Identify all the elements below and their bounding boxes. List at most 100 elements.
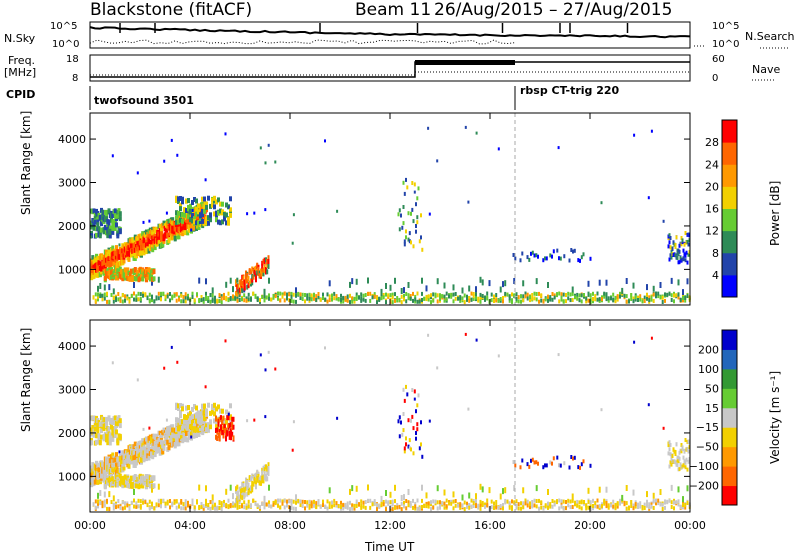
power-cell xyxy=(111,229,115,235)
velocity-cell xyxy=(228,423,231,429)
velocity-cell xyxy=(452,506,455,511)
nsky-line xyxy=(89,26,691,39)
velocity-cell xyxy=(112,495,115,502)
power-cell xyxy=(227,298,230,303)
velocity-cell xyxy=(549,502,552,507)
power-cell xyxy=(652,292,655,297)
velocity-cell xyxy=(108,432,112,438)
power-cell xyxy=(102,260,106,266)
velocity-cell xyxy=(100,434,103,440)
power-cell xyxy=(360,298,363,303)
power-cell xyxy=(193,298,196,303)
velocity-cell xyxy=(247,482,250,488)
velocity-colorbar-block xyxy=(722,368,737,389)
power-cell xyxy=(142,293,144,298)
power-cell xyxy=(173,293,176,298)
velocity-cell xyxy=(331,500,333,505)
power-cell xyxy=(459,298,462,303)
power-cell xyxy=(592,297,594,301)
power-colorbar-tick: 28 xyxy=(705,136,719,149)
velocity-cell xyxy=(461,503,464,508)
velocity-cell xyxy=(115,452,118,458)
power-cell xyxy=(340,297,342,302)
velocity-cell xyxy=(580,506,583,511)
velocity-cell xyxy=(421,454,424,459)
velocity-cell xyxy=(560,504,563,509)
velocity-cell xyxy=(596,504,599,509)
power-cell xyxy=(108,300,111,305)
power-cell xyxy=(331,293,333,298)
velocity-cell xyxy=(504,498,507,503)
power-cell xyxy=(614,295,617,300)
cpid-segment-1: twofsound 3501 xyxy=(94,94,194,107)
velocity-colorbar-tick: 200 xyxy=(698,343,719,356)
power-cell xyxy=(191,291,194,296)
velocity-cell xyxy=(405,436,407,441)
power-cell xyxy=(650,295,653,300)
power-cell xyxy=(553,295,556,300)
velocity-cell xyxy=(250,476,252,482)
velocity-cell xyxy=(466,504,468,509)
power-cell xyxy=(371,295,374,300)
power-cell xyxy=(153,245,157,251)
velocity-cell xyxy=(153,506,156,511)
power-cell xyxy=(236,298,239,303)
power-cell xyxy=(205,220,208,226)
velocity-cell xyxy=(668,464,671,469)
velocity-cell xyxy=(223,424,226,430)
velocity-cell xyxy=(502,506,504,511)
velocity-cell xyxy=(105,416,108,422)
velocity-cell xyxy=(313,499,315,504)
velocity-cell xyxy=(118,418,122,424)
velocity-cell xyxy=(97,501,99,506)
power-cell xyxy=(540,298,543,303)
velocity-cell xyxy=(241,504,243,509)
power-cell xyxy=(197,225,201,230)
power-cell xyxy=(641,299,644,304)
power-cell xyxy=(138,276,142,282)
power-cell xyxy=(634,295,637,300)
power-cell xyxy=(299,296,302,300)
power-cell xyxy=(189,206,192,212)
power-cell xyxy=(182,295,185,300)
velocity-cell xyxy=(531,500,534,504)
velocity-cell xyxy=(186,425,190,431)
velocity-cell xyxy=(236,494,239,500)
velocity-cell xyxy=(544,463,546,468)
velocity-cell xyxy=(157,483,160,490)
velocity-cell xyxy=(261,478,264,484)
power-cell xyxy=(479,276,482,283)
power-cell xyxy=(369,298,372,303)
power-cell xyxy=(679,256,682,261)
velocity-cell xyxy=(236,505,239,510)
power-cell xyxy=(243,285,246,291)
velocity-cell xyxy=(632,506,635,511)
velocity-cell xyxy=(229,504,232,509)
velocity-cell xyxy=(369,498,372,503)
power-cell xyxy=(531,250,534,255)
power-cell xyxy=(427,126,430,130)
velocity-cell xyxy=(650,336,653,340)
power-cell xyxy=(514,256,517,261)
velocity-cell xyxy=(207,503,210,507)
velocity-cell xyxy=(201,425,204,431)
velocity-cell xyxy=(101,504,104,508)
power-cell xyxy=(201,218,204,224)
power-cell xyxy=(648,295,651,300)
velocity-cell xyxy=(324,346,326,350)
beam-label: Beam 11 xyxy=(355,0,432,20)
power-cell xyxy=(528,257,531,262)
power-cell xyxy=(414,294,417,299)
velocity-cell xyxy=(670,505,673,509)
power-cell xyxy=(414,297,417,302)
velocity-cell xyxy=(427,333,430,337)
velocity-cell xyxy=(130,475,133,481)
velocity-cell xyxy=(107,426,111,432)
power-cell xyxy=(223,212,226,217)
velocity-cell xyxy=(157,498,160,503)
velocity-cell xyxy=(502,488,504,495)
power-cell xyxy=(452,284,455,291)
power-cell xyxy=(283,291,286,296)
power-cell xyxy=(580,293,583,298)
